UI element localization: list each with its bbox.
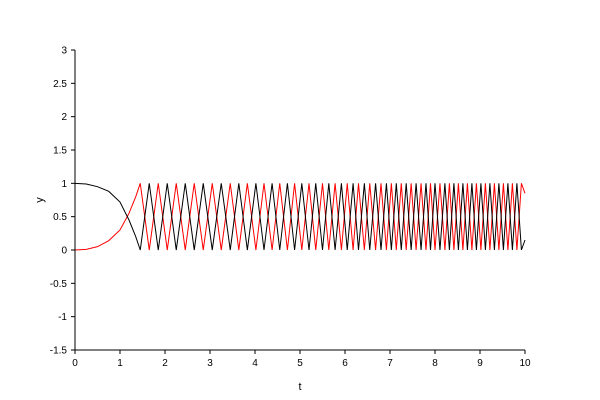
y-axis-label: y: [34, 197, 46, 203]
series-line-1: [74, 182, 526, 251]
x-tick-label: 7: [387, 358, 393, 369]
y-tick-label: 3: [61, 46, 67, 57]
y-tick-label: -1.5: [50, 346, 68, 357]
y-tick-label: -1: [58, 312, 67, 323]
y-tick-label: 0: [61, 246, 67, 257]
x-axis-label: t: [298, 381, 301, 393]
x-tick-label: 0: [72, 358, 78, 369]
x-tick-label: 2: [162, 358, 168, 369]
x-tick-label: 5: [297, 358, 303, 369]
y-tick-label: 1: [61, 179, 67, 190]
x-tick-label: 9: [477, 358, 483, 369]
y-tick-label: 1.5: [53, 146, 67, 157]
x-tick-label: 6: [342, 358, 348, 369]
y-tick-label: 2.5: [53, 79, 67, 90]
x-tick-label: 8: [432, 358, 438, 369]
y-tick-label: 0.5: [53, 212, 67, 223]
x-tick-label: 3: [207, 358, 213, 369]
y-tick-label: 2: [61, 112, 67, 123]
x-tick-label: 1: [117, 358, 123, 369]
y-tick-label: -0.5: [50, 279, 68, 290]
x-tick-label: 4: [252, 358, 258, 369]
series-line-0: [74, 183, 526, 251]
x-tick-label: 10: [519, 358, 531, 369]
